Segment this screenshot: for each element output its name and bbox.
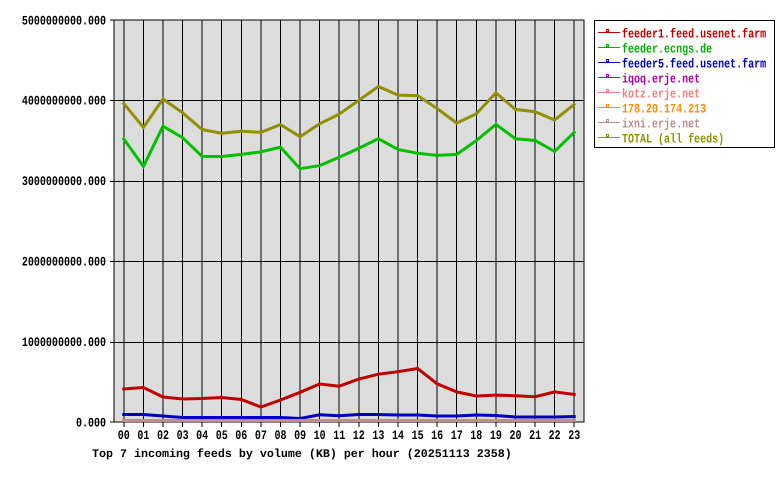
svg-text:03: 03 bbox=[177, 428, 189, 443]
svg-text:Top 7 incoming feeds by volume: Top 7 incoming feeds by volume (KB) per … bbox=[92, 447, 512, 461]
svg-text:15: 15 bbox=[412, 428, 424, 443]
svg-text:18: 18 bbox=[470, 428, 482, 443]
svg-text:04: 04 bbox=[196, 428, 208, 443]
svg-text:08: 08 bbox=[274, 428, 286, 443]
svg-text:5000000000.000: 5000000000.000 bbox=[22, 13, 106, 28]
svg-text:iqoq.erje.net: iqoq.erje.net bbox=[622, 72, 700, 87]
svg-text:23: 23 bbox=[568, 428, 580, 443]
svg-text:07: 07 bbox=[255, 428, 267, 443]
svg-text:3000000000.000: 3000000000.000 bbox=[22, 174, 106, 189]
svg-text:21: 21 bbox=[529, 428, 541, 443]
svg-text:feeder5.feed.usenet.farm: feeder5.feed.usenet.farm bbox=[622, 57, 766, 72]
svg-text:16: 16 bbox=[431, 428, 443, 443]
svg-text:0.000: 0.000 bbox=[76, 415, 106, 430]
svg-text:17: 17 bbox=[451, 428, 463, 443]
svg-text:14: 14 bbox=[392, 428, 404, 443]
svg-text:feeder.ecngs.de: feeder.ecngs.de bbox=[622, 42, 712, 57]
svg-text:09: 09 bbox=[294, 428, 306, 443]
svg-text:01: 01 bbox=[137, 428, 149, 443]
svg-text:05: 05 bbox=[216, 428, 228, 443]
svg-text:11: 11 bbox=[333, 428, 345, 443]
svg-text:02: 02 bbox=[157, 428, 169, 443]
svg-text:kotz.erje.net: kotz.erje.net bbox=[622, 87, 700, 102]
svg-text:19: 19 bbox=[490, 428, 502, 443]
svg-text:10: 10 bbox=[314, 428, 326, 443]
svg-text:2000000000.000: 2000000000.000 bbox=[22, 255, 106, 270]
svg-text:178.20.174.213: 178.20.174.213 bbox=[622, 102, 706, 117]
svg-text:22: 22 bbox=[549, 428, 561, 443]
svg-text:feeder1.feed.usenet.farm: feeder1.feed.usenet.farm bbox=[622, 27, 766, 42]
svg-text:13: 13 bbox=[372, 428, 384, 443]
svg-text:4000000000.000: 4000000000.000 bbox=[22, 94, 106, 109]
svg-text:00: 00 bbox=[118, 428, 130, 443]
svg-text:12: 12 bbox=[353, 428, 365, 443]
svg-text:TOTAL (all feeds): TOTAL (all feeds) bbox=[622, 132, 724, 147]
svg-text:06: 06 bbox=[235, 428, 247, 443]
svg-text:20: 20 bbox=[509, 428, 521, 443]
svg-text:ixni.erje.net: ixni.erje.net bbox=[622, 117, 700, 132]
svg-text:1000000000.000: 1000000000.000 bbox=[22, 335, 106, 350]
